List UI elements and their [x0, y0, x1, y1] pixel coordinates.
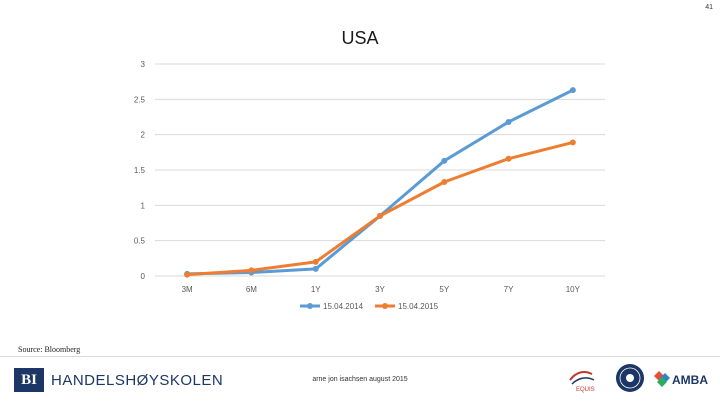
data-point	[569, 139, 576, 146]
data-point	[505, 118, 512, 125]
data-point	[248, 267, 255, 274]
x-tick-label: 10Y	[566, 285, 581, 294]
y-tick-label: 1	[141, 201, 146, 210]
footer-author-text: arne jon isachsen august 2015	[312, 376, 408, 383]
data-point	[184, 271, 191, 278]
chart-title: USA	[341, 28, 379, 48]
x-tick-label: 5Y	[439, 285, 449, 294]
series-line-2	[185, 140, 575, 277]
y-tick-label: 3	[141, 60, 146, 69]
accreditation-logos: EQUIS AMBA	[569, 364, 708, 393]
amba-label: AMBA	[672, 373, 708, 387]
page-number: 41	[705, 4, 713, 11]
equis-logo: EQUIS	[569, 371, 595, 393]
x-tick-label: 6M	[246, 285, 257, 294]
line-chart: 0 0.5 1 1.5 2 2.5 3 3M 6M 1Y 3Y 5Y 7Y 10Y 15.04.2014 15…	[134, 60, 605, 311]
x-tick-label: 1Y	[311, 285, 321, 294]
bi-logo: BI HANDELSHØYSKOLEN	[14, 368, 223, 392]
x-tick-label: 3Y	[375, 285, 385, 294]
aacsb-seal-icon	[616, 364, 644, 392]
x-tick-label: 3M	[182, 285, 193, 294]
bi-logo-mark: BI	[14, 368, 44, 392]
data-point	[377, 212, 383, 219]
equis-label: EQUIS	[576, 387, 595, 393]
data-point	[312, 258, 319, 265]
footer-divider	[0, 356, 720, 357]
data-point	[441, 179, 448, 186]
legend-label-2: 15.04.2015	[398, 302, 439, 311]
data-point	[312, 265, 319, 272]
y-tick-label: 2	[141, 131, 146, 140]
source-note: Source: Bloomberg	[18, 345, 81, 354]
y-tick-label: 2.5	[134, 95, 146, 104]
data-point	[505, 155, 512, 162]
series-line-1	[185, 88, 575, 276]
data-point	[569, 87, 576, 94]
data-point	[441, 157, 448, 164]
y-tick-label: 1.5	[134, 166, 146, 175]
x-tick-label: 7Y	[504, 285, 514, 294]
y-tick-label: 0.5	[134, 237, 146, 246]
y-tick-label: 0	[141, 272, 146, 281]
institution-name: HANDELSHØYSKOLEN	[51, 371, 224, 389]
legend-label-1: 15.04.2014	[323, 302, 364, 311]
amba-logo: AMBA	[654, 371, 708, 387]
legend-marker-2	[382, 303, 388, 309]
legend-marker-1	[307, 303, 313, 309]
